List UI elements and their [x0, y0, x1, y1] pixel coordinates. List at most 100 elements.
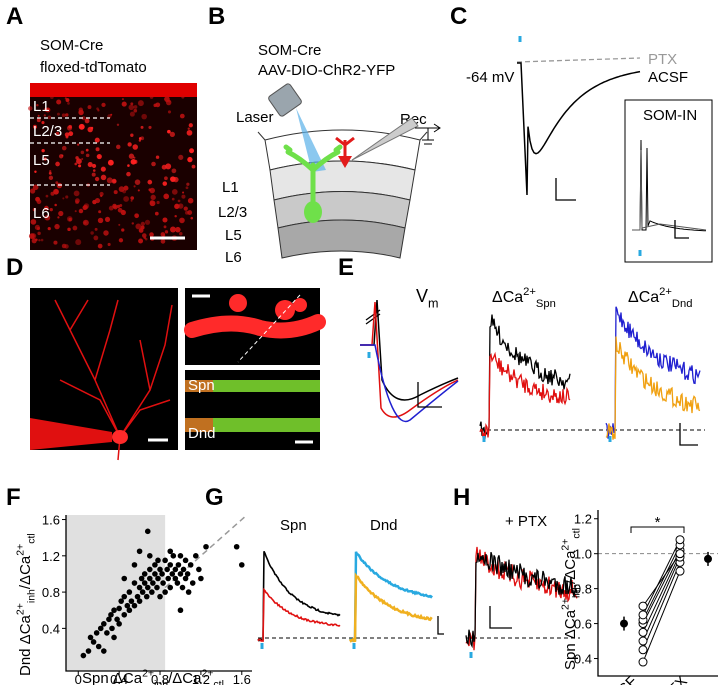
- cell: [65, 113, 69, 117]
- pair-line: [642, 570, 681, 663]
- axes: [597, 510, 718, 677]
- cell: [34, 170, 37, 173]
- trace-line: [516, 57, 641, 63]
- significance: *: [655, 514, 661, 531]
- point: [152, 562, 158, 568]
- cell: [138, 137, 142, 140]
- point: [198, 575, 204, 582]
- point: [134, 593, 141, 600]
- cell: [47, 115, 52, 120]
- cell: [134, 213, 139, 219]
- cell: [80, 150, 85, 155]
- cell: [41, 148, 45, 153]
- cell: [85, 153, 90, 158]
- point: [184, 571, 191, 577]
- trace: [360, 299, 459, 401]
- panel-text: floxed-tdTomato: [40, 59, 147, 76]
- cell: [144, 219, 151, 225]
- cell: [61, 243, 67, 249]
- point: [185, 589, 192, 595]
- cell: [183, 206, 188, 211]
- cell: [32, 184, 39, 191]
- cell: [179, 232, 183, 236]
- point: [165, 575, 171, 582]
- point: [638, 601, 648, 611]
- cell: [118, 238, 124, 243]
- cell: [62, 197, 65, 200]
- cell: [48, 171, 52, 175]
- point: [233, 543, 240, 550]
- cell: [137, 189, 140, 192]
- cell: [56, 99, 62, 105]
- cell: [182, 191, 185, 194]
- cell: [181, 194, 186, 199]
- point: [131, 602, 138, 609]
- label-sup: 2+: [559, 539, 571, 551]
- trace: [348, 572, 433, 643]
- point: [162, 557, 168, 564]
- label-sub: m: [428, 296, 439, 310]
- rich-label: Vm: [416, 286, 439, 310]
- cell: [28, 106, 33, 111]
- cell: [103, 230, 109, 236]
- cell: [37, 114, 40, 117]
- layer-borders: [30, 117, 110, 186]
- cell: [140, 221, 145, 226]
- trace-label: Dnd: [370, 517, 398, 534]
- cell: [94, 227, 98, 231]
- cell: [49, 170, 52, 173]
- point: [167, 548, 174, 555]
- x-tick-label: 0.4: [110, 672, 128, 685]
- cell: [119, 204, 123, 207]
- cell: [99, 191, 104, 197]
- cell: [107, 159, 114, 166]
- cell: [150, 194, 156, 200]
- point: [177, 553, 184, 559]
- cell: [148, 125, 152, 129]
- point: [147, 553, 153, 559]
- point: [170, 553, 177, 559]
- point: [106, 616, 112, 623]
- cell: [138, 139, 142, 142]
- point: [136, 548, 143, 555]
- label-sub: inh: [26, 589, 38, 603]
- cell: [82, 219, 89, 226]
- point: [144, 528, 151, 535]
- point: [136, 584, 143, 591]
- cell: [87, 126, 93, 133]
- point: [172, 575, 179, 582]
- layer-label: L5: [225, 227, 242, 244]
- x-tick-label: 1.6: [233, 672, 251, 685]
- point: [175, 562, 182, 568]
- label-text: /ΔCa: [168, 670, 202, 685]
- point: [638, 657, 648, 667]
- cell: [92, 169, 96, 172]
- point: [164, 566, 170, 573]
- trace: [605, 336, 701, 440]
- cell: [40, 238, 44, 242]
- cell: [30, 188, 36, 194]
- cell: [187, 197, 194, 204]
- cell: [141, 113, 147, 120]
- point: [138, 575, 145, 582]
- band-label: Spn: [188, 377, 215, 394]
- layer-label: L5: [33, 152, 50, 169]
- point: [155, 557, 161, 564]
- cell: [58, 210, 64, 217]
- cell: [177, 203, 184, 209]
- cell: [54, 223, 60, 230]
- cell: [186, 182, 190, 186]
- cell: [162, 217, 168, 223]
- cell: [121, 228, 125, 232]
- cell: [113, 190, 118, 195]
- point: [95, 643, 102, 650]
- cell: [107, 242, 111, 247]
- cell: [100, 166, 106, 172]
- cell: [67, 227, 71, 232]
- trace: [517, 62, 641, 196]
- panel-label: C: [450, 3, 467, 30]
- cell: [116, 144, 121, 150]
- cell: [44, 214, 51, 221]
- label-sub: ctl: [213, 679, 224, 685]
- trace-label: PTX: [648, 51, 677, 68]
